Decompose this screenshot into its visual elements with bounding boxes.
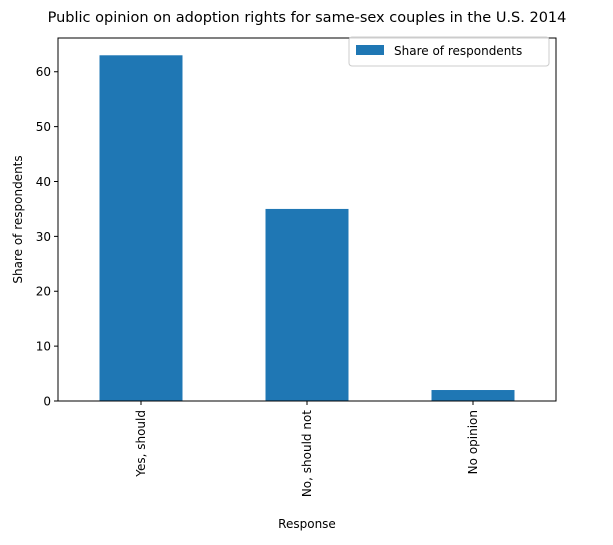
x-tick-label-0: Yes, should bbox=[134, 410, 148, 478]
bars-layer bbox=[100, 55, 515, 401]
y-tick-label-0: 0 bbox=[43, 395, 51, 409]
y-tick-label-2: 20 bbox=[36, 285, 51, 299]
legend-swatch bbox=[356, 45, 384, 55]
chart-title: Public opinion on adoption rights for sa… bbox=[48, 10, 567, 26]
x-tick-label-1: No, should not bbox=[300, 410, 314, 497]
y-tick-label-6: 60 bbox=[36, 65, 51, 79]
legend-label: Share of respondents bbox=[394, 44, 522, 58]
x-axis-ticks: Yes, should No, should not No opinion bbox=[134, 401, 480, 497]
x-axis-label: Response bbox=[278, 517, 336, 531]
y-axis-ticks: 0 10 20 30 40 50 60 bbox=[36, 65, 58, 408]
bar-2 bbox=[432, 390, 515, 401]
y-tick-label-3: 30 bbox=[36, 230, 51, 244]
bar-0 bbox=[100, 55, 183, 401]
y-tick-label-5: 50 bbox=[36, 120, 51, 134]
y-tick-label-1: 10 bbox=[36, 340, 51, 354]
bar-1 bbox=[266, 209, 349, 401]
y-tick-label-4: 40 bbox=[36, 175, 51, 189]
x-tick-label-2: No opinion bbox=[466, 410, 480, 474]
legend: Share of respondents bbox=[349, 37, 549, 66]
y-axis-label: Share of respondents bbox=[11, 155, 25, 283]
